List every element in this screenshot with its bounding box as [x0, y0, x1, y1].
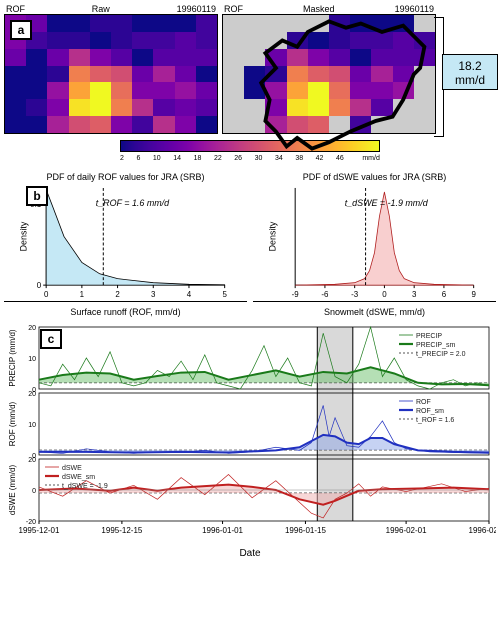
- svg-text:PRECIP: PRECIP: [416, 333, 442, 340]
- svg-text:t_dSWE = -1.9: t_dSWE = -1.9: [62, 483, 108, 490]
- pdf-rof-title: PDF of daily ROF values for JRA (SRB): [4, 172, 247, 182]
- svg-text:-6: -6: [321, 290, 329, 299]
- panel-a-label: a: [10, 20, 32, 40]
- svg-text:t_ROF = 1.6 mm/d: t_ROF = 1.6 mm/d: [96, 198, 170, 208]
- svg-text:3: 3: [412, 290, 417, 299]
- svg-text:-20: -20: [26, 519, 36, 526]
- svg-text:1995-12-15: 1995-12-15: [101, 526, 142, 535]
- panel-a: a ROF Raw 19960119 ROF Masked 19960119 1…: [4, 4, 496, 134]
- summary-value-box: 18.2 mm/d: [442, 54, 498, 90]
- svg-text:0: 0: [37, 281, 42, 290]
- heatmap-masked: ROF Masked 19960119: [222, 4, 436, 134]
- panel-c-label: c: [40, 329, 62, 349]
- svg-text:ROF_sm: ROF_sm: [416, 408, 444, 415]
- svg-text:-3: -3: [351, 290, 359, 299]
- svg-text:1995-12-01: 1995-12-01: [19, 526, 60, 535]
- panel-b: b PDF of daily ROF values for JRA (SRB) …: [4, 172, 496, 317]
- mask-t2: Masked: [303, 4, 335, 14]
- svg-text:10: 10: [28, 356, 36, 363]
- svg-text:0: 0: [382, 290, 387, 299]
- svg-text:2: 2: [115, 290, 119, 299]
- svg-text:1996-02-15: 1996-02-15: [469, 526, 496, 535]
- pdf-dswe-xlabel: Snowmelt (dSWE, mm/d): [253, 307, 496, 317]
- svg-text:6: 6: [442, 290, 447, 299]
- figure: a ROF Raw 19960119 ROF Masked 19960119 1…: [0, 0, 500, 563]
- svg-text:ROF: ROF: [416, 399, 431, 406]
- colorbar: 2610141822263034384246mm/d: [4, 140, 496, 162]
- svg-text:PRECIP_sm: PRECIP_sm: [416, 342, 455, 349]
- raw-t2: Raw: [92, 4, 110, 14]
- svg-text:PRECIP (mm/d): PRECIP (mm/d): [8, 329, 17, 387]
- svg-text:Density: Density: [18, 221, 28, 251]
- pdf-rof-xlabel: Surface runoff (ROF, mm/d): [4, 307, 247, 317]
- mask-t3: 19960119: [395, 4, 434, 14]
- svg-text:ROF (mm/d): ROF (mm/d): [8, 401, 17, 446]
- svg-text:1996-01-01: 1996-01-01: [202, 526, 243, 535]
- panel-c: c 0 10 20 PRECIP (mm/d) PRECIP PRECIP_sm t_PRE…: [4, 325, 496, 559]
- mask-t1: ROF: [224, 4, 243, 14]
- svg-text:20: 20: [28, 391, 36, 398]
- svg-text:4: 4: [187, 290, 192, 299]
- svg-text:t_PRECIP = 2.0: t_PRECIP = 2.0: [416, 351, 466, 358]
- svg-text:dSWE_sm: dSWE_sm: [62, 474, 95, 481]
- raw-t1: ROF: [6, 4, 25, 14]
- svg-text:t_dSWE = -1.9 mm/d: t_dSWE = -1.9 mm/d: [345, 198, 429, 208]
- raw-t3: 19960119: [177, 4, 216, 14]
- svg-text:20: 20: [28, 457, 36, 464]
- svg-text:5: 5: [222, 290, 227, 299]
- svg-text:Density: Density: [267, 221, 277, 251]
- panel-b-label: b: [26, 186, 48, 206]
- svg-text:dSWE (mm/d): dSWE (mm/d): [8, 465, 17, 516]
- svg-text:0: 0: [44, 290, 49, 299]
- pdf-dswe-title: PDF of dSWE values for JRA (SRB): [253, 172, 496, 182]
- svg-text:t_ROF = 1.6: t_ROF = 1.6: [416, 417, 454, 424]
- svg-text:dSWE: dSWE: [62, 465, 82, 472]
- heatmap-raw: ROF Raw 19960119: [4, 4, 218, 134]
- svg-text:-9: -9: [292, 290, 300, 299]
- svg-text:3: 3: [151, 290, 156, 299]
- svg-text:10: 10: [28, 422, 36, 429]
- timeseries: 0 10 20 PRECIP (mm/d) PRECIP PRECIP_sm t_PRECI…: [4, 325, 496, 545]
- svg-text:1996-01-15: 1996-01-15: [285, 526, 326, 535]
- svg-text:9: 9: [471, 290, 476, 299]
- ts-xlabel: Date: [4, 548, 496, 559]
- svg-text:20: 20: [28, 325, 36, 332]
- svg-text:0: 0: [32, 488, 36, 495]
- svg-text:1996-02-01: 1996-02-01: [386, 526, 427, 535]
- svg-text:1: 1: [80, 290, 85, 299]
- pdf-dswe: PDF of dSWE values for JRA (SRB) -9 -6 -3 0…: [253, 172, 496, 317]
